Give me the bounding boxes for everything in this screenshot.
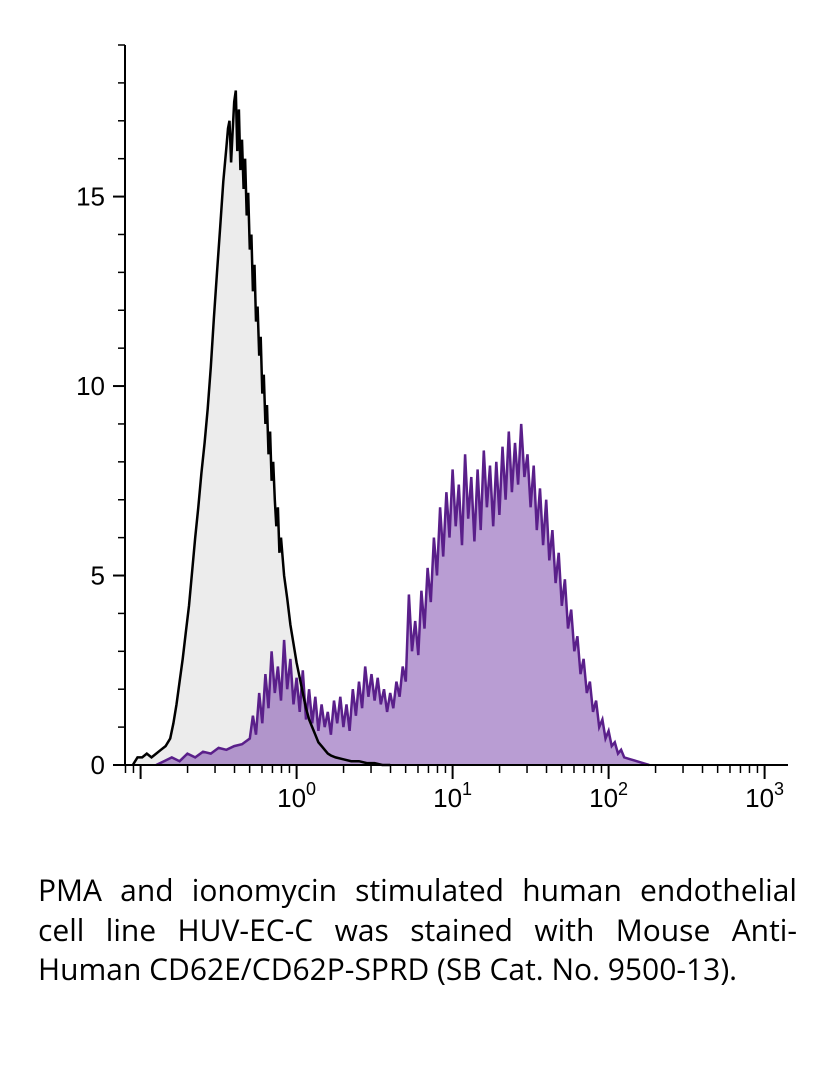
chart-svg: 0 5 10 15 100 101 102 103 [30, 30, 805, 830]
y-tick-label: 0 [91, 750, 105, 780]
x-tick-label: 100 [277, 779, 316, 813]
x-tick-label: 103 [745, 779, 784, 813]
figure-container: 0 5 10 15 100 101 102 103 PMA and ionomycin sti… [0, 0, 835, 1069]
y-tick-label: 10 [76, 371, 105, 401]
x-tick-label: 102 [589, 779, 628, 813]
figure-caption: PMA and ionomycin stimulated human endot… [38, 870, 797, 989]
flow-cytometry-histogram: 0 5 10 15 100 101 102 103 [30, 30, 805, 830]
histogram-control-fill [133, 91, 390, 766]
y-tick-label: 5 [91, 561, 105, 591]
y-tick-label: 15 [76, 182, 105, 212]
x-tick-label: 101 [433, 779, 472, 813]
